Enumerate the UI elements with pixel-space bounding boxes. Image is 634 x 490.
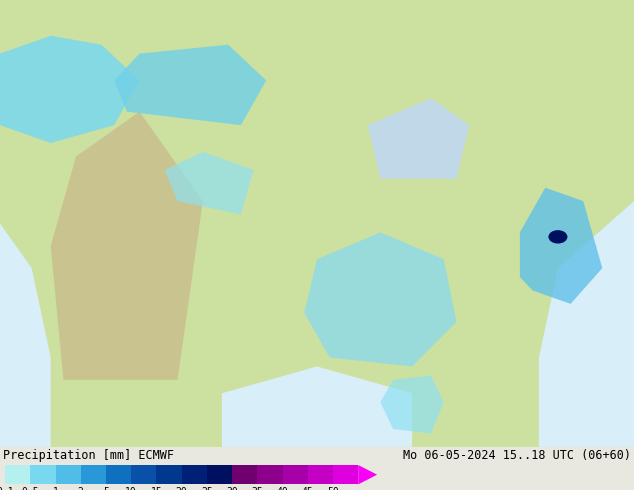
- Text: 0.5: 0.5: [22, 487, 39, 490]
- Polygon shape: [520, 188, 602, 304]
- Polygon shape: [222, 367, 412, 447]
- Polygon shape: [0, 223, 51, 447]
- Text: 30: 30: [226, 487, 238, 490]
- Text: 0.1: 0.1: [0, 487, 14, 490]
- Bar: [157, 465, 181, 485]
- Bar: [181, 465, 207, 485]
- Bar: [307, 465, 333, 485]
- Text: 10: 10: [126, 487, 137, 490]
- Text: 45: 45: [302, 487, 314, 490]
- Polygon shape: [0, 36, 139, 143]
- Bar: [283, 465, 307, 485]
- Text: 1: 1: [53, 487, 58, 490]
- Polygon shape: [380, 375, 444, 434]
- Polygon shape: [114, 45, 266, 125]
- Text: 20: 20: [176, 487, 188, 490]
- Bar: [333, 465, 358, 485]
- Polygon shape: [539, 201, 634, 447]
- Bar: [207, 465, 232, 485]
- Bar: [30, 465, 56, 485]
- Text: 35: 35: [252, 487, 263, 490]
- Text: 40: 40: [276, 487, 288, 490]
- Bar: [131, 465, 157, 485]
- Text: 2: 2: [78, 487, 84, 490]
- Polygon shape: [304, 232, 456, 367]
- Polygon shape: [368, 98, 469, 179]
- Text: 25: 25: [201, 487, 213, 490]
- Text: 15: 15: [150, 487, 162, 490]
- Text: 50: 50: [327, 487, 339, 490]
- Bar: [5, 465, 30, 485]
- Polygon shape: [51, 112, 203, 380]
- Bar: [257, 465, 283, 485]
- Polygon shape: [165, 152, 254, 215]
- Bar: [106, 465, 131, 485]
- Bar: [56, 465, 81, 485]
- Polygon shape: [358, 465, 377, 485]
- Text: Precipitation [mm] ECMWF: Precipitation [mm] ECMWF: [3, 449, 174, 462]
- Circle shape: [548, 230, 567, 244]
- Text: Mo 06-05-2024 15..18 UTC (06+60): Mo 06-05-2024 15..18 UTC (06+60): [403, 449, 631, 462]
- Bar: [81, 465, 106, 485]
- Bar: [232, 465, 257, 485]
- Text: 5: 5: [103, 487, 109, 490]
